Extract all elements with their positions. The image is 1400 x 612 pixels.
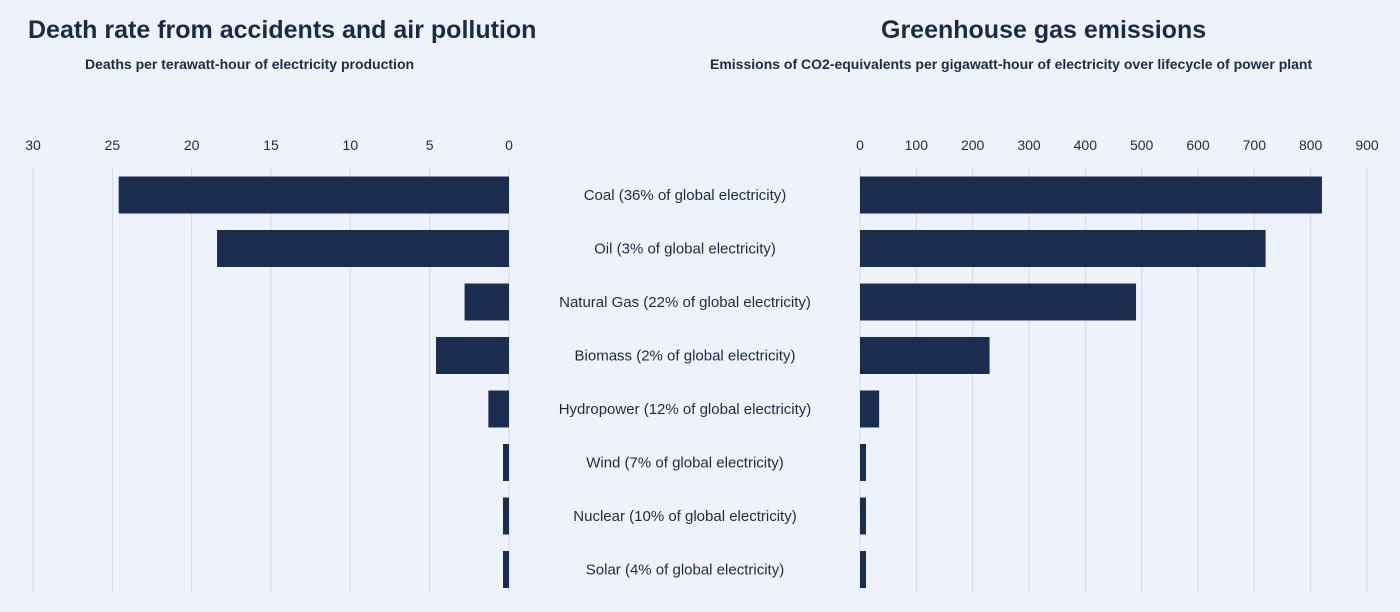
right-bar <box>860 390 880 428</box>
category-label: Hydropower (12% of global electricity) <box>559 401 812 418</box>
category-label: Oil (3% of global electricity) <box>594 241 776 258</box>
right-tick-label: 900 <box>1355 137 1379 153</box>
right-axis-ticks: 0 100 200 300 400 500 600 700 800 900 <box>856 137 1379 153</box>
right-bar <box>860 444 866 481</box>
right-bar <box>860 497 866 535</box>
left-bar <box>488 390 509 428</box>
left-tick-label: 5 <box>426 137 434 153</box>
right-tick-label: 800 <box>1299 137 1323 153</box>
left-tick-label: 15 <box>263 137 279 153</box>
left-chart-subtitle: Deaths per terawatt-hour of electricity … <box>85 56 415 72</box>
left-bar <box>464 283 509 321</box>
category-label: Biomass (2% of global electricity) <box>575 348 796 365</box>
left-bars <box>118 176 510 588</box>
left-tick-label: 20 <box>184 137 200 153</box>
left-tick-label: 25 <box>105 137 121 153</box>
right-tick-label: 0 <box>856 137 864 153</box>
right-bars <box>860 176 1322 588</box>
category-label: Natural Gas (22% of global electricity) <box>559 294 811 311</box>
right-bar <box>860 551 866 588</box>
left-tick-label: 30 <box>25 137 41 153</box>
right-bar <box>860 176 1322 214</box>
right-tick-label: 700 <box>1243 137 1267 153</box>
right-tick-label: 200 <box>961 137 985 153</box>
right-chart-subtitle: Emissions of CO2-equivalents per gigawat… <box>710 56 1313 72</box>
right-chart-title: Greenhouse gas emissions <box>881 16 1207 44</box>
right-bar <box>860 337 990 374</box>
right-tick-label: 600 <box>1186 137 1210 153</box>
right-tick-label: 300 <box>1017 137 1041 153</box>
category-label: Solar (4% of global electricity) <box>586 562 784 579</box>
left-tick-label: 10 <box>343 137 359 153</box>
category-labels: Coal (36% of global electricity) Oil (3% … <box>559 187 812 579</box>
left-bar <box>503 551 509 588</box>
category-label: Nuclear (10% of global electricity) <box>573 508 796 525</box>
left-chart-title: Death rate from accidents and air pollut… <box>28 16 537 44</box>
right-tick-label: 500 <box>1130 137 1154 153</box>
left-tick-label: 0 <box>505 137 513 153</box>
left-axis-ticks: 30 25 20 15 10 5 0 <box>25 137 513 153</box>
right-tick-label: 100 <box>905 137 929 153</box>
left-bar <box>217 230 509 267</box>
left-bar <box>503 497 509 535</box>
right-bar <box>860 230 1266 267</box>
category-label: Wind (7% of global electricity) <box>586 455 784 472</box>
left-bar <box>503 444 509 481</box>
left-bar <box>118 176 510 214</box>
category-label: Coal (36% of global electricity) <box>584 187 787 204</box>
left-bar <box>436 337 509 374</box>
right-bar <box>860 283 1137 321</box>
right-tick-label: 400 <box>1074 137 1098 153</box>
